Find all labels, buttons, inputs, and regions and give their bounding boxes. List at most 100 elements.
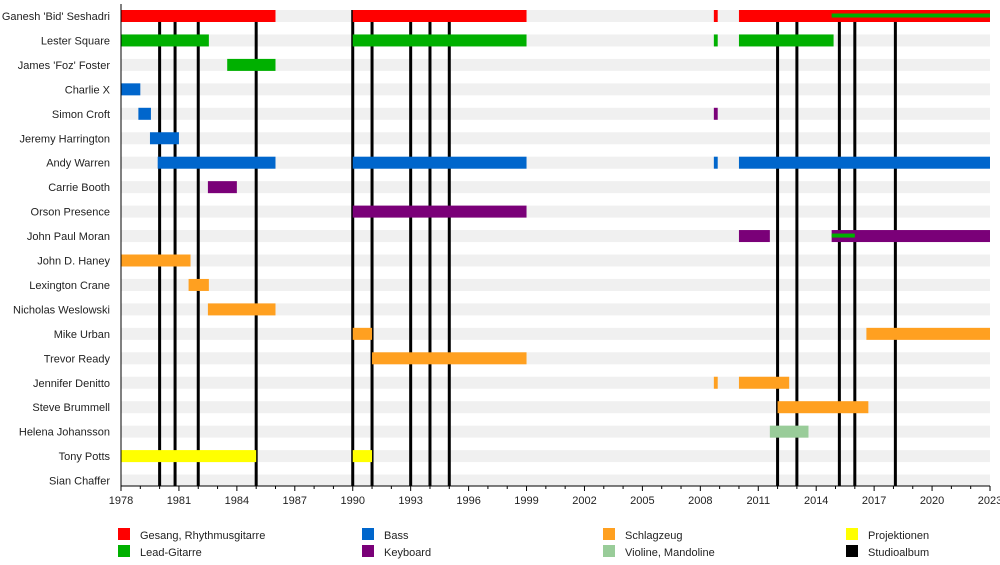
member-label: Andy Warren <box>46 158 110 170</box>
member-label: Charlie X <box>65 84 111 96</box>
member-bar-secondary <box>831 13 990 18</box>
legend-label: Lead-Gitarre <box>140 547 202 559</box>
legend-swatch-bass <box>362 528 374 540</box>
row-stripe <box>121 376 990 389</box>
member-label: Steve Brummell <box>32 402 110 414</box>
legend-swatch-violin <box>603 545 615 557</box>
member-label: Trevor Ready <box>44 353 111 365</box>
member-label: Ganesh 'Bid' Seshadri <box>2 11 110 23</box>
member-label: Simon Croft <box>52 109 110 121</box>
row-stripe <box>121 425 990 438</box>
member-bar <box>207 303 276 316</box>
member-label: Mike Urban <box>54 329 110 341</box>
member-bar <box>713 156 718 169</box>
legend-swatch-drums <box>603 528 615 540</box>
member-bar <box>121 10 276 22</box>
member-label: Helena Johansson <box>19 427 110 439</box>
member-bar <box>713 107 718 120</box>
row-stripe <box>121 401 990 414</box>
legend-label: Bass <box>384 530 409 542</box>
row-stripe <box>121 254 990 267</box>
legend-label: Studioalbum <box>868 547 929 559</box>
x-tick-label: 1984 <box>225 495 249 507</box>
member-label: Jeremy Harrington <box>20 133 110 145</box>
member-bar <box>352 205 527 218</box>
member-bar <box>207 181 237 194</box>
member-bar <box>157 156 276 169</box>
member-bar <box>352 450 373 463</box>
legend-label: Projektionen <box>868 530 929 542</box>
row-stripe <box>121 230 990 243</box>
member-bar <box>372 352 527 365</box>
x-tick-label: 2008 <box>688 495 712 507</box>
row-stripe <box>121 181 990 194</box>
x-tick-label: 1999 <box>514 495 538 507</box>
member-bar <box>713 376 718 389</box>
member-bar <box>149 132 179 145</box>
member-bar <box>713 34 718 47</box>
row-stripe <box>121 132 990 145</box>
member-label: James 'Foz' Foster <box>18 60 111 72</box>
member-label: Carrie Booth <box>48 182 110 194</box>
member-label: Tony Potts <box>59 451 111 463</box>
legend-label: Schlagzeug <box>625 530 683 542</box>
member-bar <box>777 401 869 414</box>
member-bar <box>738 156 990 169</box>
member-label: Jennifer Denitto <box>33 378 110 390</box>
row-stripe <box>121 303 990 316</box>
member-bar <box>866 327 990 340</box>
member-bar <box>352 156 527 169</box>
row-stripe <box>121 278 990 291</box>
member-bar <box>121 450 257 463</box>
x-tick-label: 1993 <box>398 495 422 507</box>
member-label: John Paul Moran <box>27 231 110 243</box>
member-bar <box>121 83 141 96</box>
x-tick-label: 2023 <box>978 495 1000 507</box>
member-bar <box>188 278 209 291</box>
legend-label: Keyboard <box>384 547 431 559</box>
legend-swatch-album <box>846 545 858 557</box>
member-label: Sian Chaffer <box>49 476 110 488</box>
x-tick-label: 2002 <box>572 495 596 507</box>
member-bar <box>352 10 527 22</box>
x-tick-label: 2020 <box>920 495 944 507</box>
legend-swatch-vocals <box>118 528 130 540</box>
member-bar <box>227 58 276 71</box>
x-tick-label: 2011 <box>746 495 770 507</box>
member-label: Nicholas Weslowski <box>13 304 110 316</box>
x-tick-label: 1996 <box>456 495 480 507</box>
member-label: Orson Presence <box>31 207 110 219</box>
x-tick-label: 2005 <box>630 495 654 507</box>
member-bar <box>352 327 373 340</box>
member-bar <box>121 254 191 267</box>
row-stripe <box>121 83 990 96</box>
member-bar <box>138 107 151 120</box>
row-stripe <box>121 205 990 218</box>
member-bar <box>713 10 718 22</box>
row-stripe <box>121 107 990 120</box>
x-tick-label: 1981 <box>167 495 191 507</box>
row-stripe <box>121 450 990 463</box>
row-stripe <box>121 474 990 487</box>
member-bar-secondary <box>831 233 855 238</box>
legend-swatch-keys <box>362 545 374 557</box>
legend-swatch-lead <box>118 545 130 557</box>
legend-label: Gesang, Rhythmusgitarre <box>140 530 265 542</box>
row-stripe <box>121 327 990 340</box>
row-stripe <box>121 352 990 365</box>
member-bar <box>121 34 209 47</box>
legend-label: Violine, Mandoline <box>625 547 715 559</box>
member-bar <box>769 425 809 438</box>
member-label: Lester Square <box>41 35 110 47</box>
x-tick-label: 1978 <box>109 495 133 507</box>
member-label: Lexington Crane <box>29 280 110 292</box>
row-stripe <box>121 34 990 47</box>
member-bar <box>352 34 527 47</box>
legend-swatch-proj <box>846 528 858 540</box>
row-stripe <box>121 58 990 71</box>
x-tick-label: 2017 <box>862 495 886 507</box>
x-tick-label: 1990 <box>340 495 364 507</box>
member-bar <box>738 376 790 389</box>
member-bar <box>831 230 990 243</box>
